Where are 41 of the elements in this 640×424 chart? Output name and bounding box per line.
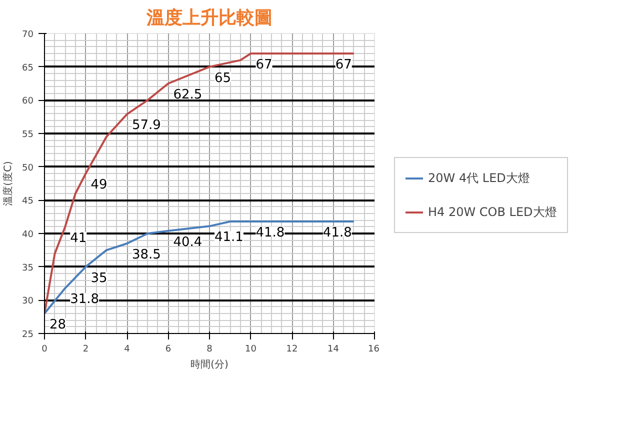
y-tick-label: 45 [22,196,34,207]
chart-title: 溫度上升比較圖 [146,8,272,28]
data-label: 38.5 [132,248,161,262]
data-label: 41.8 [322,226,352,240]
data-label: 62.5 [173,88,202,102]
data-label: 57.9 [132,118,161,134]
data-label: 41.8 [256,226,285,240]
data-label: 41 [70,230,87,246]
line-series [44,52,355,314]
data-label: 67 [335,58,352,72]
x-tick-label: 4 [124,344,130,354]
legend-label: 20W 4代 LED大燈 [428,170,530,187]
y-tick-label: 70 [22,30,34,40]
data-label: 35 [90,270,108,286]
x-tick-label: 16 [368,344,380,354]
y-tick-label: 55 [22,130,34,140]
x-tick-label: 10 [245,344,257,354]
line-series [44,220,355,314]
data-label: 28 [50,318,66,332]
x-tick-label: 8 [206,344,213,354]
y-tick-label: 35 [22,263,34,274]
data-label: 65 [214,70,232,86]
data-label: 40.4 [173,234,202,250]
x-tick-label: 2 [82,344,89,354]
data-label: 31.8 [70,292,100,308]
y-tick-label: 40 [22,230,34,240]
y-tick-label: 25 [22,330,34,340]
x-tick-label: 0 [42,344,48,354]
y-axis-title: 溫度(度C) [2,161,14,206]
data-label: 41.1 [214,230,244,246]
x-axis-title: 時間(分) [190,358,228,370]
y-tick-label: 60 [22,96,34,107]
x-tick-label: 12 [286,344,298,354]
data-label: 49 [90,178,108,192]
y-tick-label: 50 [22,163,34,174]
y-tick-label: 65 [22,63,34,74]
legend-label: H4 20W COB LED大燈 [428,204,557,221]
y-tick-label: 30 [22,296,34,307]
x-tick-label: 6 [165,344,172,354]
x-tick-label: 14 [328,344,340,354]
data-label: 67 [256,58,272,72]
